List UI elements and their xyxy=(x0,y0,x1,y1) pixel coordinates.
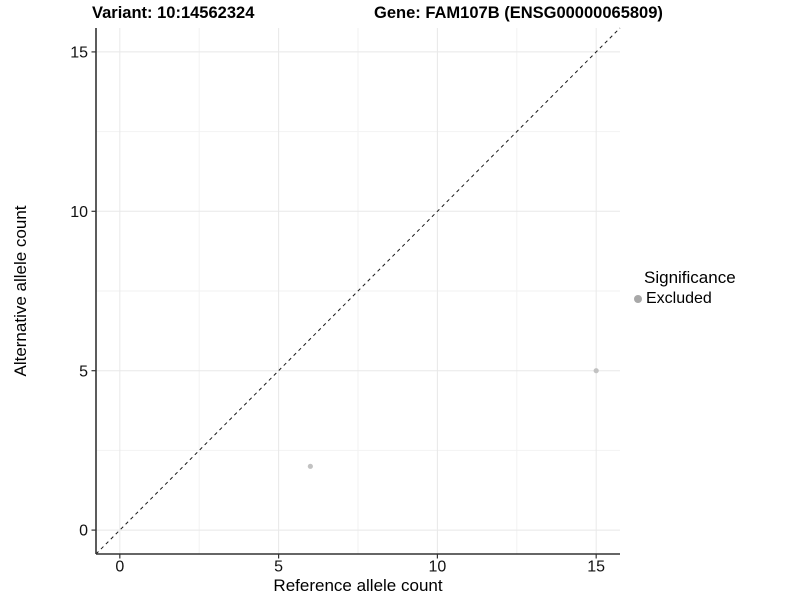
legend-item-excluded: Excluded xyxy=(634,290,736,308)
legend: Significance Excluded xyxy=(634,268,736,308)
y-tick-label: 0 xyxy=(79,523,88,540)
x-axis-title: Reference allele count xyxy=(273,576,443,595)
y-axis-title: Alternative allele count xyxy=(11,205,30,377)
y-tick-label: 10 xyxy=(70,204,88,221)
x-tick-label: 10 xyxy=(428,558,446,575)
identity-line xyxy=(95,27,621,555)
x-tick-label: 15 xyxy=(587,558,605,575)
plot-title-variant: Variant: 10:14562324 xyxy=(92,4,255,22)
legend-title: Significance xyxy=(644,268,736,287)
data-point xyxy=(307,463,313,469)
y-tick-label: 5 xyxy=(79,363,88,380)
legend-point-icon xyxy=(634,295,642,303)
x-tick-label: 0 xyxy=(115,558,124,575)
legend-item-label: Excluded xyxy=(646,290,712,307)
y-tick-label: 15 xyxy=(70,45,88,62)
x-tick-label: 5 xyxy=(274,558,283,575)
plot-title-gene: Gene: FAM107B (ENSG00000065809) xyxy=(374,4,663,22)
data-point xyxy=(593,368,599,374)
